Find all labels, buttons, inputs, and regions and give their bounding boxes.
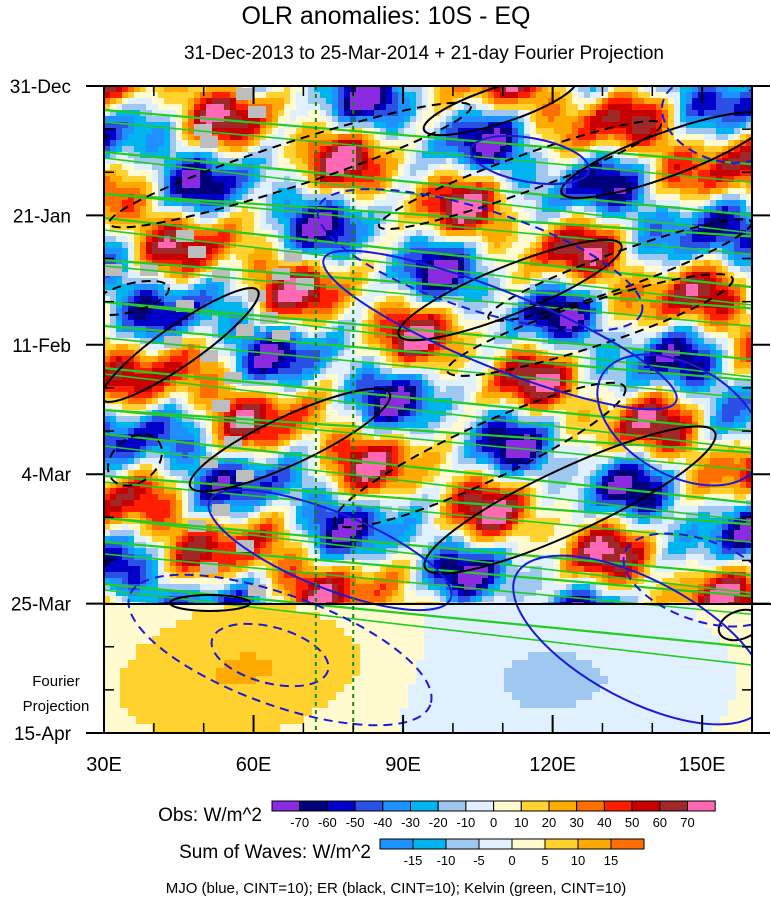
colorbar-level: -15: [404, 853, 423, 868]
colorbar-swatch: [610, 838, 645, 850]
plot-area: [104, 86, 752, 733]
colorbar-swatch: [382, 800, 411, 812]
colorbar-level: -30: [401, 815, 420, 830]
contours-caption: MJO (blue, CINT=10); ER (black, CINT=10)…: [166, 880, 627, 897]
colorbar-level: 30: [569, 815, 583, 830]
reference-lines: [314, 86, 355, 733]
colorbar-level: -20: [429, 815, 448, 830]
x-tick-label: 60E: [236, 754, 272, 776]
colorbar-swatch: [478, 838, 513, 850]
colorbar-level: 5: [541, 853, 548, 868]
colorbar-swatch: [511, 838, 546, 850]
projection-label-line2: Projection: [23, 698, 90, 715]
plot-frame: [103, 85, 753, 734]
y-tick-label: 15-Apr: [14, 724, 72, 745]
colorbar-level: 60: [653, 815, 667, 830]
colorbar-level: 15: [604, 853, 618, 868]
x-axis: 30E 60E 90E 120E 150E: [86, 86, 726, 776]
colorbar-level: -60: [318, 815, 337, 830]
colorbar-swatch: [631, 800, 661, 812]
colorbar-swatch: [437, 800, 467, 812]
colorbar-level: 10: [514, 815, 528, 830]
colorbar-swatch: [493, 800, 522, 812]
x-tick-label: 30E: [86, 754, 122, 776]
colorbar-swatch: [465, 800, 495, 812]
colorbar-swatch: [659, 800, 688, 812]
colorbar-level: -50: [346, 815, 365, 830]
observed-olr-field: [104, 86, 752, 609]
colorbar-level: 40: [597, 815, 611, 830]
colorbar-title: Sum of Waves: W/m^2: [179, 842, 371, 863]
x-tick-label: 150E: [679, 754, 726, 776]
colorbar-swatch: [577, 838, 612, 850]
colorbar-level: -10: [437, 853, 456, 868]
colorbar-swatch: [576, 800, 605, 812]
x-tick-label: 90E: [385, 754, 421, 776]
colorbar-title: Obs: W/m^2: [158, 805, 262, 826]
x-tick-label: 120E: [529, 754, 576, 776]
colorbar-swatch: [603, 800, 633, 812]
colorbar-swatch: [412, 838, 447, 850]
waves-colorbar: Sum of Waves: W/m^2 -15 -10 -5 0 5 10 15: [179, 838, 645, 868]
colorbar-swatch: [271, 800, 301, 812]
y-tick-label: 21-Jan: [13, 206, 71, 227]
colorbar-swatch: [520, 800, 550, 812]
colorbar-level: -10: [457, 815, 476, 830]
colorbar-level: 70: [680, 815, 694, 830]
projection-olr-field: [104, 604, 752, 733]
colorbar-swatch: [687, 800, 716, 812]
y-tick-label: 25-Mar: [11, 595, 72, 616]
chart-subtitle: 31-Dec-2013 to 25-Mar-2014 + 21-day Four…: [184, 43, 664, 64]
y-tick-label: 11-Feb: [12, 336, 71, 357]
y-tick-label: 4-Mar: [21, 465, 71, 486]
colorbar-level: 0: [508, 853, 515, 868]
projection-label-line1: Fourier: [32, 673, 80, 690]
colorbar-level: 10: [571, 853, 585, 868]
colorbar-level: 20: [542, 815, 556, 830]
colorbar-swatch: [410, 800, 439, 812]
colorbar-swatch: [326, 800, 356, 812]
colorbar-level: 0: [490, 815, 497, 830]
y-axis: 31-Dec 21-Jan 11-Feb 4-Mar 25-Mar 15-Apr: [10, 77, 770, 745]
colorbar-swatch: [354, 800, 384, 812]
colorbar-swatch: [548, 800, 578, 812]
colorbar-level: -70: [290, 815, 309, 830]
colorbar-swatch: [379, 838, 414, 850]
mjo-contours: [127, 86, 752, 727]
colorbar-swatch: [299, 800, 328, 812]
y-tick-label: 31-Dec: [10, 77, 71, 98]
chart-title: OLR anomalies: 10S - EQ: [241, 2, 530, 30]
kelvin-contours: [104, 108, 752, 666]
obs-colorbar: Obs: W/m^2 -70 -60 -50 -40 -30 -20 -10 0 10 20 30 40…: [158, 800, 716, 830]
colorbar-swatch: [544, 838, 579, 850]
colorbar-level: -40: [373, 815, 392, 830]
colorbar-level: 50: [625, 815, 639, 830]
colorbar-swatch: [445, 838, 480, 850]
colorbar-level: -5: [473, 853, 485, 868]
